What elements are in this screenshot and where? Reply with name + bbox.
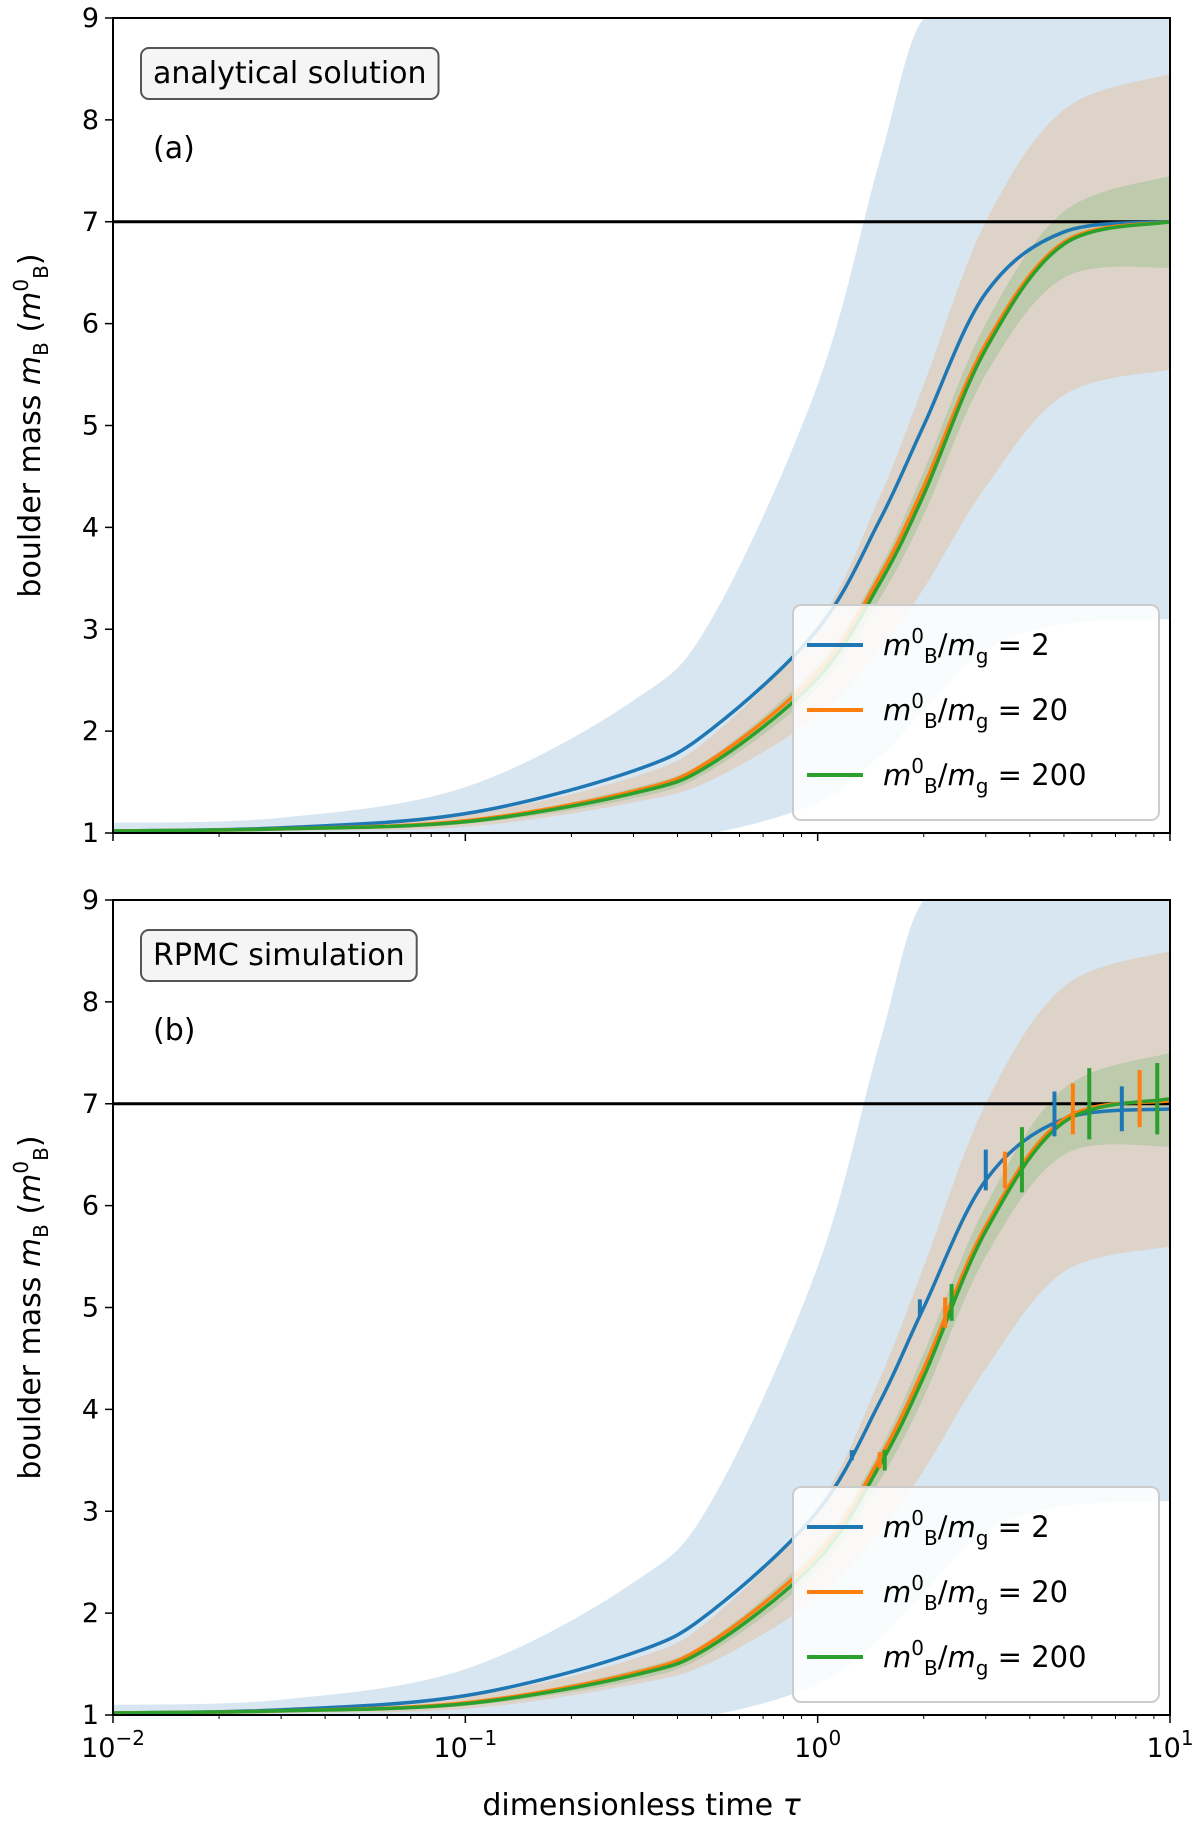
y-tick-label: 6 bbox=[82, 1191, 99, 1222]
panel-label: (a) bbox=[153, 131, 195, 166]
y-tick-label: 9 bbox=[82, 885, 99, 916]
y-tick-label: 3 bbox=[82, 1496, 99, 1527]
y-tick-label: 6 bbox=[82, 309, 99, 340]
y-tick-label: 2 bbox=[82, 716, 99, 747]
legend-label-2: m0B/mg = 20 bbox=[883, 1571, 1068, 1615]
y-tick-label: 7 bbox=[82, 1089, 99, 1120]
panel-a: 1 2 3 4 5 6 7 8 9 boulder mass mB (m0B) analytical… bbox=[9, 3, 1171, 849]
y-tick-label: 5 bbox=[82, 1293, 99, 1324]
panel-label: (b) bbox=[153, 1013, 195, 1048]
title-box-label: analytical solution bbox=[153, 56, 427, 91]
y-tick-label: 8 bbox=[82, 105, 99, 136]
panel-b: 1 2 3 4 5 6 7 8 9 10−2 10−1 100 101 dimensionless tim… bbox=[9, 885, 1194, 1823]
y-tick-label: 3 bbox=[82, 614, 99, 645]
legend-label-3: m0B/mg = 200 bbox=[883, 754, 1087, 798]
y-tick-label: 8 bbox=[82, 987, 99, 1018]
y-tick-label: 9 bbox=[82, 3, 99, 34]
title-box bbox=[140, 47, 440, 100]
title-box bbox=[140, 929, 418, 982]
legend-label-1: m0B/mg = 2 bbox=[883, 624, 1050, 668]
legend-label-2: m0B/mg = 20 bbox=[883, 689, 1068, 733]
x-tick-label: 101 bbox=[1146, 1726, 1193, 1764]
y-tick-label: 1 bbox=[82, 1700, 99, 1731]
legend-label-3: m0B/mg = 200 bbox=[883, 1636, 1087, 1680]
y-tick-label: 7 bbox=[82, 207, 99, 238]
y-tick-label: 5 bbox=[82, 411, 99, 442]
x-tick-label: 100 bbox=[794, 1726, 841, 1764]
legend-box bbox=[792, 1486, 1160, 1703]
x-axis-label: dimensionless time τ bbox=[482, 1788, 801, 1823]
x-tick-label: 10−2 bbox=[81, 1726, 145, 1764]
uncertainty-band-2 bbox=[113, 950, 1170, 1715]
y-axis-label: boulder mass mB (m0B) bbox=[9, 253, 53, 597]
uncertainty-band-2 bbox=[113, 74, 1170, 833]
legend-box bbox=[792, 604, 1160, 821]
y-tick-label: 4 bbox=[82, 1394, 99, 1425]
x-tick-label: 10−1 bbox=[433, 1726, 497, 1764]
y-tick-label: 2 bbox=[82, 1598, 99, 1629]
title-box-label: RPMC simulation bbox=[153, 938, 405, 973]
legend-label-1: m0B/mg = 2 bbox=[883, 1506, 1050, 1550]
y-tick-label: 1 bbox=[82, 818, 99, 849]
y-tick-label: 4 bbox=[82, 512, 99, 543]
y-axis-label: boulder mass mB (m0B) bbox=[9, 1135, 53, 1479]
